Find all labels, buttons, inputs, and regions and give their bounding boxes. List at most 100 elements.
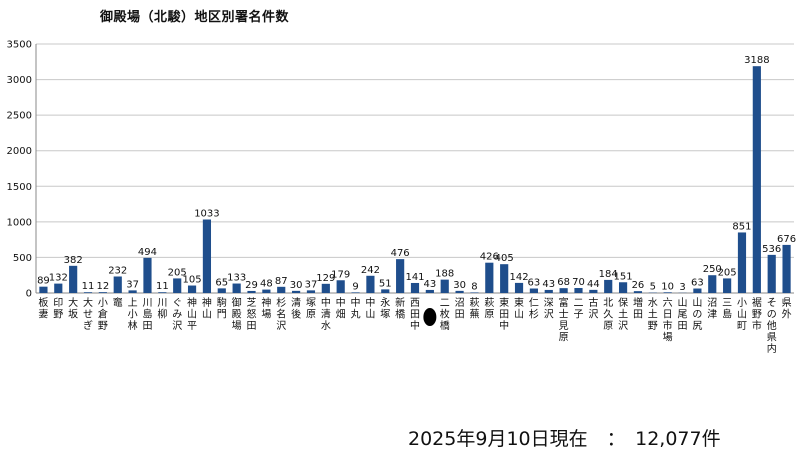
- bar: [515, 283, 523, 293]
- data-label: 9: [352, 281, 358, 292]
- y-tick-label: 3000: [7, 75, 32, 86]
- bar: [441, 280, 449, 293]
- bar: [589, 290, 597, 293]
- category-label: 二枚橋: [440, 298, 450, 332]
- bar: [129, 290, 137, 293]
- data-label: 188: [435, 269, 454, 280]
- category-label: 山の尻: [692, 297, 702, 332]
- bar: [723, 278, 731, 293]
- category-label: 山尾田: [678, 297, 688, 332]
- data-label: 43: [423, 279, 436, 290]
- data-label: 476: [391, 248, 410, 259]
- data-label: 851: [732, 221, 751, 232]
- data-label: 63: [528, 278, 541, 289]
- category-label: 中畑: [336, 296, 346, 321]
- category-label: 六日市場: [663, 297, 673, 344]
- category-label: 東田中: [499, 296, 509, 332]
- category-label: 小倉野: [98, 297, 108, 332]
- category-label: 永塚: [380, 296, 390, 321]
- data-label: 11: [82, 281, 95, 292]
- data-label: 48: [260, 279, 273, 290]
- y-tick-label: 2500: [7, 111, 32, 122]
- data-label: 30: [290, 280, 303, 291]
- data-label: 536: [762, 244, 781, 255]
- data-label: 11: [156, 281, 169, 292]
- category-label: 保土沢: [618, 296, 628, 332]
- category-label: 板妻: [38, 296, 48, 321]
- bar: [247, 291, 255, 293]
- y-tick-label: 3500: [7, 40, 32, 51]
- data-label: 26: [632, 280, 645, 291]
- data-label: 29: [245, 280, 258, 291]
- bar: [545, 290, 553, 293]
- data-label: 37: [126, 279, 139, 290]
- redacted-category-mark: [423, 308, 436, 326]
- bar: [604, 280, 612, 293]
- bar: [233, 284, 241, 293]
- bar: [351, 292, 359, 293]
- bar: [54, 284, 62, 293]
- data-label: 68: [557, 277, 570, 288]
- category-label: 印野: [53, 297, 63, 321]
- data-label: 133: [227, 273, 246, 284]
- category-label: 増田: [633, 296, 643, 321]
- bar: [574, 288, 582, 293]
- category-label: 清後: [291, 296, 301, 321]
- data-label: 1033: [194, 209, 219, 220]
- data-label: 242: [361, 265, 380, 276]
- data-label: 142: [509, 272, 528, 283]
- category-label: 沼田: [455, 296, 465, 321]
- y-tick-label: 1000: [7, 217, 32, 228]
- category-label: 中清水: [321, 296, 331, 332]
- category-label: 萩原: [484, 297, 494, 321]
- bar: [753, 66, 761, 293]
- bar: [664, 292, 672, 293]
- data-label: 3: [679, 282, 685, 293]
- data-label: 43: [542, 279, 555, 290]
- category-label: 萩蕪: [469, 297, 479, 321]
- bar: [188, 286, 196, 293]
- category-label: 仁杉: [529, 297, 539, 321]
- category-label: 大せぎ: [83, 296, 93, 332]
- category-label: 深沢: [544, 297, 554, 321]
- data-label: 179: [331, 269, 350, 280]
- category-label: 富士見原: [559, 296, 569, 344]
- bar: [322, 284, 330, 293]
- data-label: 205: [718, 267, 737, 278]
- bar: [768, 255, 776, 293]
- bar: [470, 292, 478, 293]
- category-label: 芝怒田: [247, 296, 257, 332]
- category-label: 沼津: [707, 296, 717, 321]
- category-label: 竈: [113, 296, 123, 309]
- bar: [500, 264, 508, 293]
- data-label: 63: [691, 278, 704, 289]
- data-label: 8: [471, 281, 477, 292]
- data-label: 105: [183, 275, 202, 286]
- y-tick-label: 1500: [7, 182, 32, 193]
- bar: [99, 292, 107, 293]
- category-label: 杉名沢: [276, 296, 286, 332]
- bar: [114, 276, 122, 293]
- bar: [307, 290, 315, 293]
- bar: [203, 220, 211, 293]
- y-tick-label: 2000: [7, 146, 32, 157]
- bar: [292, 291, 300, 293]
- bar: [143, 258, 151, 293]
- data-label: 44: [587, 279, 600, 290]
- category-label: 古沢: [588, 296, 598, 321]
- bar-chart: 050010001500200025003000350089板妻132印野382…: [0, 0, 800, 420]
- y-tick-label: 500: [13, 253, 32, 264]
- data-label: 132: [49, 273, 68, 284]
- data-label: 151: [614, 271, 633, 282]
- category-label: 県外: [782, 297, 792, 321]
- category-label: 東山: [514, 296, 524, 321]
- bar: [39, 287, 47, 293]
- category-label: 北久原: [603, 297, 613, 332]
- bar: [262, 290, 270, 293]
- bar: [738, 232, 746, 293]
- data-label: 12: [97, 281, 110, 292]
- category-label: 神山: [202, 296, 212, 321]
- bar: [337, 280, 345, 293]
- bar: [693, 289, 701, 293]
- category-label: 三島: [722, 298, 732, 321]
